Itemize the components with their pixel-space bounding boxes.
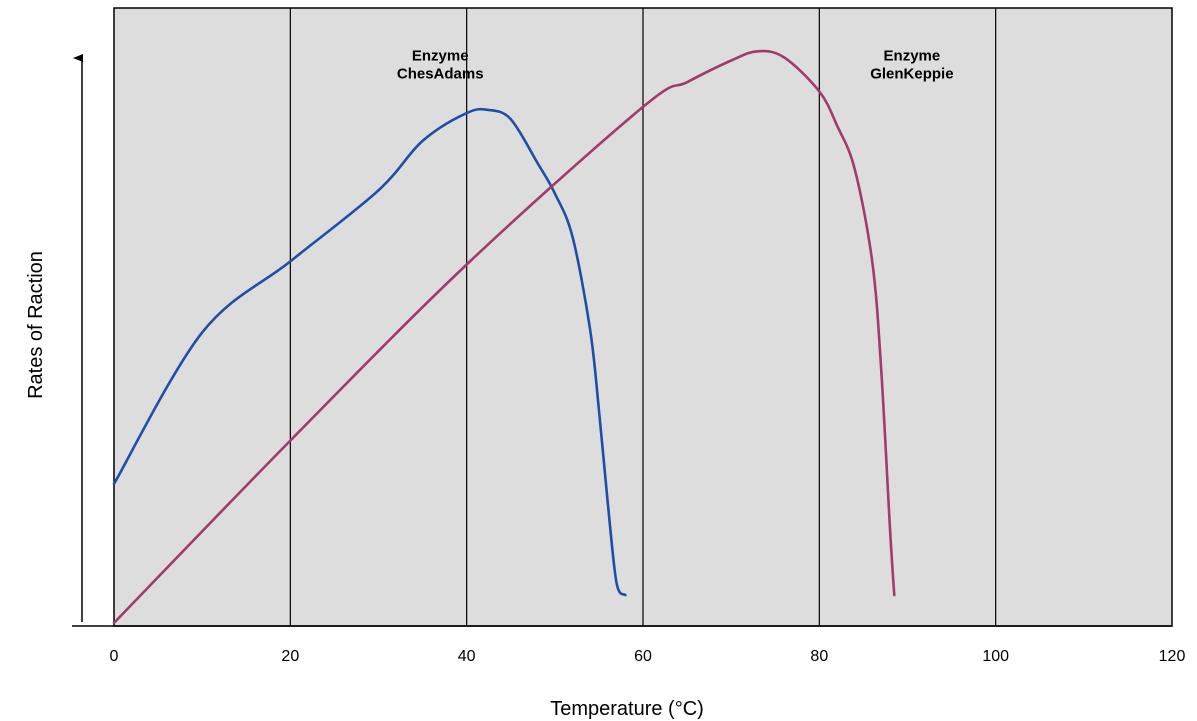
series-label: Enzyme [884, 48, 941, 65]
x-tick-label: 60 [634, 648, 652, 665]
x-axis-title: Temperature (°C) [550, 698, 704, 720]
series-label: Enzyme [412, 48, 469, 65]
x-tick-label: 0 [110, 648, 119, 665]
x-tick-label: 20 [281, 648, 299, 665]
x-tick-label: 80 [810, 648, 828, 665]
x-tick-label: 40 [458, 648, 476, 665]
series-line-1 [112, 49, 896, 625]
series-label: GlenKeppie [870, 66, 953, 83]
x-tick-labels: 0 20 40 60 80 100 120 [110, 648, 1186, 665]
x-tick-label: 120 [1159, 648, 1186, 665]
vertical-gridlines [289, 8, 997, 626]
x-tick-label: 100 [982, 648, 1009, 665]
series-lines [112, 49, 896, 625]
y-axis-title: Rates of Raction [25, 251, 47, 399]
series-label: ChesAdams [397, 66, 484, 83]
series-line-0 [112, 107, 627, 597]
